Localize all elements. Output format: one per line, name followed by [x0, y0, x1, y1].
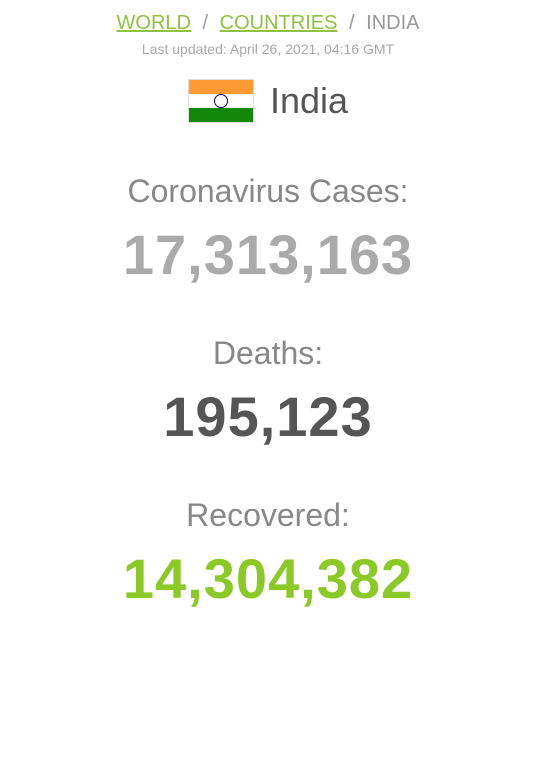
breadcrumb-current: INDIA — [366, 12, 419, 34]
last-updated-text: Last updated: April 26, 2021, 04:16 GMT — [0, 41, 536, 57]
recovered-label: Recovered: — [0, 497, 536, 534]
country-header: India — [0, 79, 536, 123]
breadcrumb-world-link[interactable]: WORLD — [117, 12, 191, 34]
recovered-value: 14,304,382 — [0, 546, 536, 611]
breadcrumb-separator: / — [203, 12, 209, 34]
india-flag-icon — [188, 79, 254, 123]
country-name: India — [270, 80, 348, 122]
breadcrumb-countries-link[interactable]: COUNTRIES — [220, 12, 338, 34]
cases-label: Coronavirus Cases: — [0, 173, 536, 210]
breadcrumb: WORLD / COUNTRIES / INDIA — [0, 12, 536, 35]
cases-stat: Coronavirus Cases: 17,313,163 — [0, 173, 536, 287]
deaths-label: Deaths: — [0, 335, 536, 372]
breadcrumb-separator: / — [349, 12, 355, 34]
recovered-stat: Recovered: 14,304,382 — [0, 497, 536, 611]
cases-value: 17,313,163 — [0, 222, 536, 287]
deaths-stat: Deaths: 195,123 — [0, 335, 536, 449]
deaths-value: 195,123 — [0, 384, 536, 449]
